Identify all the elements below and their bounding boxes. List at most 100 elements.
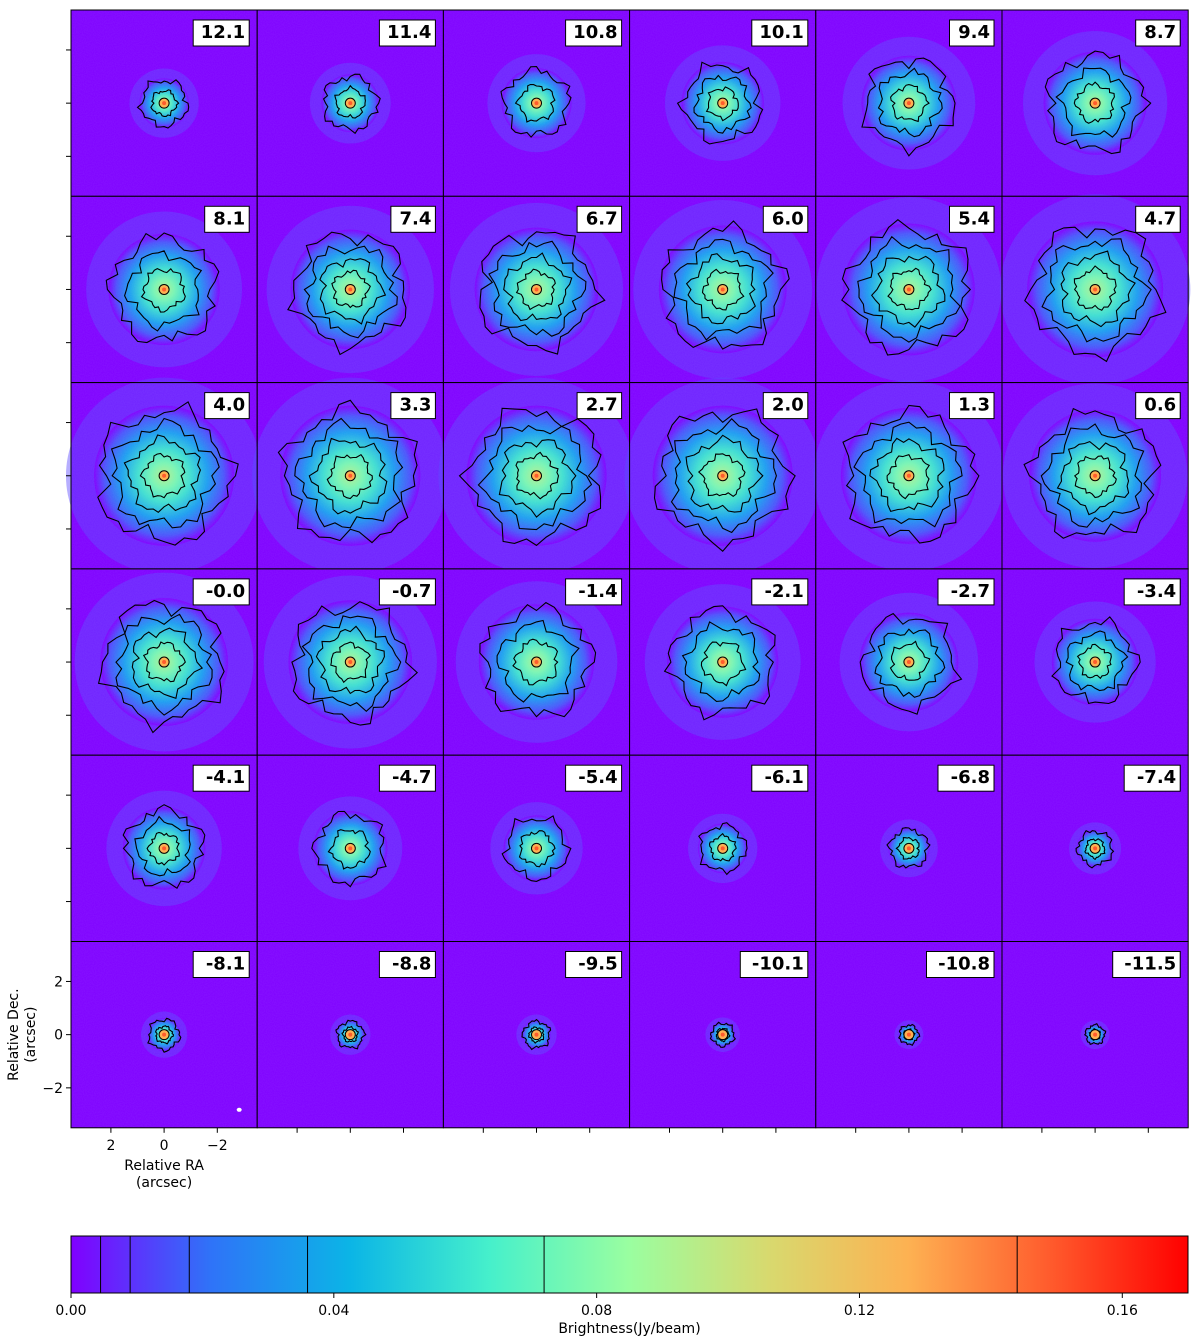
peak-core <box>162 846 167 851</box>
colorbar-tick-label: 0.08 <box>581 1303 612 1319</box>
peak-core <box>906 473 911 478</box>
contour-line <box>515 268 556 311</box>
contour-line <box>303 245 398 339</box>
channel-panel: 9.4 <box>815 9 1003 197</box>
channel-label-box <box>1123 578 1181 606</box>
channel-label-box <box>378 19 436 47</box>
channel-label-box <box>937 764 995 792</box>
peak-core <box>1093 287 1098 292</box>
peak-core <box>348 660 353 665</box>
x-tick-label: 2 <box>106 1138 115 1154</box>
channel-velocity-label: -11.5 <box>1124 954 1176 975</box>
channel-velocity-label: -6.1 <box>764 767 803 788</box>
channel-velocity-label: 4.0 <box>213 395 245 416</box>
contour-line <box>139 452 186 499</box>
peak-core <box>906 101 911 106</box>
contour-line <box>1073 81 1115 124</box>
contour-line <box>334 84 366 119</box>
channel-velocity-label: 10.8 <box>573 22 617 43</box>
contour-line <box>697 453 746 497</box>
contour-line <box>503 252 573 322</box>
contour-line <box>1060 250 1136 328</box>
channel-label-box <box>576 392 623 420</box>
channel-label-box <box>204 392 250 420</box>
contour-line <box>518 830 556 868</box>
peak-core <box>348 1032 353 1037</box>
channel-velocity-label: 3.3 <box>400 395 432 416</box>
channel-panel: 8.1 <box>70 195 258 384</box>
contour-line <box>1024 226 1167 363</box>
channel-panel: -8.1 <box>70 941 258 1129</box>
channel-panel: 5.4 <box>815 195 1003 384</box>
channel-velocity-label: -0.7 <box>392 581 431 602</box>
channel-velocity-label: 8.1 <box>213 208 245 229</box>
channel-panel: 6.0 <box>629 195 817 384</box>
channel-velocity-label: 8.7 <box>1144 22 1176 43</box>
contour-line <box>341 1025 359 1043</box>
contour-line <box>1076 643 1112 680</box>
channel-velocity-label: -5.4 <box>578 767 617 788</box>
channel-panel: -8.8 <box>256 941 444 1129</box>
channel-panel: -2.7 <box>815 568 1003 756</box>
contour-line <box>501 815 572 882</box>
channel-label-box <box>390 205 436 233</box>
contour-line <box>140 267 186 313</box>
contour-line <box>105 232 220 344</box>
peak-core <box>720 660 725 665</box>
contour-line <box>898 1023 921 1047</box>
contour-line <box>146 831 180 866</box>
colorbar-fill <box>71 1236 1188 1293</box>
x-axis-label: (arcsec) <box>136 1175 192 1191</box>
contour-line <box>115 613 213 716</box>
channel-panel: -0.0 <box>70 568 258 756</box>
contour-line <box>327 829 371 870</box>
contour-line <box>705 86 739 122</box>
channel-panel: -11.5 <box>1001 941 1189 1129</box>
contour-line <box>477 424 593 531</box>
contour-line <box>500 66 572 138</box>
peak-core <box>720 846 725 851</box>
colorbar-tick-label: 0.00 <box>55 1303 86 1319</box>
contour-line <box>521 1018 552 1051</box>
channel-panel: -0.7 <box>256 568 444 756</box>
contour-line <box>698 822 748 876</box>
channel-velocity-label: 1.3 <box>958 395 990 416</box>
channel-label-box <box>1135 19 1181 47</box>
peak-core <box>1093 101 1098 106</box>
contour-line <box>319 258 387 325</box>
peak-core <box>348 846 353 851</box>
channel-panel: 8.7 <box>1001 9 1189 197</box>
contour-line <box>886 454 931 500</box>
channel-label-box <box>565 578 623 606</box>
contour-line <box>874 628 946 698</box>
contour-line <box>1074 455 1117 499</box>
contour-line <box>479 231 606 355</box>
contour-line <box>1040 423 1145 528</box>
channel-label-box <box>378 764 436 792</box>
contour-line <box>322 73 381 135</box>
peak-core <box>534 101 539 106</box>
channel-panel: -7.4 <box>1001 754 1189 943</box>
channel-velocity-label: -2.1 <box>764 581 803 602</box>
channel-velocity-label: -2.7 <box>951 581 990 602</box>
peak-core <box>1093 846 1098 851</box>
contour-line <box>301 615 402 713</box>
channel-panel: -6.8 <box>815 754 1003 943</box>
peak-core <box>534 473 539 478</box>
contour-line <box>676 61 764 145</box>
contour-line <box>1075 829 1115 869</box>
contour-line <box>895 836 920 860</box>
channel-panel: 10.1 <box>629 9 817 197</box>
contour-line <box>311 810 387 888</box>
contour-line <box>715 1027 731 1043</box>
peak-core <box>348 287 353 292</box>
channel-velocity-label: 12.1 <box>201 22 245 43</box>
contour-line <box>1065 630 1129 692</box>
channel-velocity-label: 6.0 <box>772 208 804 229</box>
colorbar-frame <box>70 1235 1189 1294</box>
peak-core <box>1093 1032 1098 1037</box>
peak-core <box>534 660 539 665</box>
contour-line <box>1051 616 1141 705</box>
channel-velocity-label: 10.1 <box>759 22 803 43</box>
contour-line <box>842 404 980 544</box>
